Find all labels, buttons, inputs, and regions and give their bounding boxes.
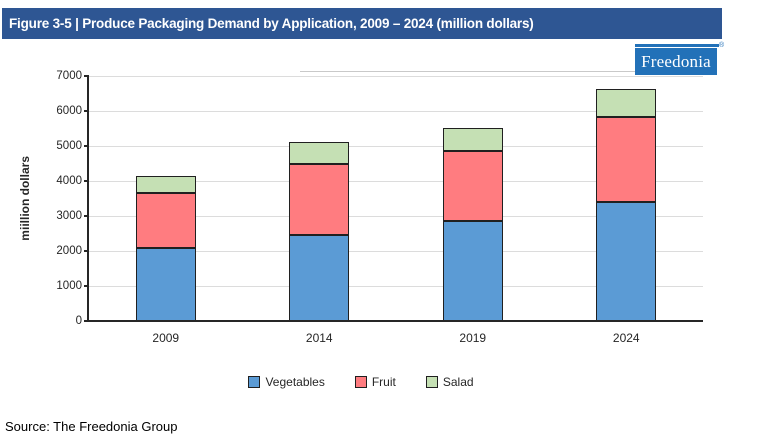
bar-segment-salad-2014	[289, 141, 350, 165]
gridline-4000	[89, 180, 703, 182]
bar-segment-vegetables-2009	[135, 247, 196, 321]
bar-segment-vegetables-2024	[596, 201, 657, 321]
y-tick-label-4000: 4000	[56, 174, 82, 187]
legend-item-vegetables: Vegetables	[248, 375, 325, 389]
bar-segment-fruit-2019	[442, 150, 503, 221]
gridline-5000	[89, 145, 703, 147]
gridline-3000	[89, 215, 703, 217]
logo-underline-rule	[300, 71, 636, 72]
logo-top-rule	[635, 44, 719, 47]
legend-item-fruit: Fruit	[354, 375, 396, 389]
registered-trademark-symbol: ®	[719, 42, 725, 49]
gridline-6000	[89, 110, 703, 112]
y-axis-title: miillion dollars	[14, 76, 36, 321]
y-tick-label-3000: 3000	[56, 209, 82, 222]
y-tick-label-2000: 2000	[56, 244, 82, 257]
bar-segment-salad-2024	[596, 89, 657, 117]
gridline-7000	[89, 75, 703, 77]
bar-segment-vegetables-2014	[289, 234, 350, 321]
source-text: Source: The Freedonia Group	[5, 419, 178, 434]
y-axis-title-text: miillion dollars	[18, 156, 32, 241]
bar-segment-salad-2009	[135, 175, 196, 194]
x-category-label-2014: 2014	[305, 331, 333, 345]
bar-segment-fruit-2024	[596, 116, 657, 202]
gridline-1000	[89, 285, 703, 287]
legend-swatch-vegetables	[248, 376, 261, 388]
legend-label-salad: Salad	[442, 375, 474, 389]
stacked-bar-2019	[442, 128, 503, 321]
bar-segment-vegetables-2019	[442, 220, 503, 321]
legend-label-fruit: Fruit	[371, 375, 396, 389]
y-tick-mark-4000	[84, 180, 88, 182]
freedonia-logo: Freedonia	[635, 48, 717, 75]
y-tick-mark-2000	[84, 250, 88, 252]
legend-swatch-salad	[425, 376, 438, 388]
y-tick-mark-7000	[84, 75, 88, 77]
y-tick-mark-0	[84, 320, 88, 322]
y-tick-mark-1000	[84, 285, 88, 287]
legend-label-vegetables: Vegetables	[265, 375, 325, 389]
y-tick-mark-5000	[84, 145, 88, 147]
bar-segment-salad-2019	[442, 128, 503, 151]
legend-swatch-fruit	[354, 376, 367, 388]
y-axis-line	[87, 75, 89, 322]
x-axis-line	[85, 320, 703, 322]
y-tick-label-1000: 1000	[56, 279, 82, 292]
x-category-label-2019: 2019	[459, 331, 487, 345]
stacked-bar-2014	[289, 141, 350, 321]
stacked-bar-2009	[135, 175, 196, 321]
y-tick-label-0: 0	[75, 314, 82, 327]
legend-item-salad: Salad	[425, 375, 474, 389]
y-tick-label-7000: 7000	[56, 69, 82, 82]
plot-area	[89, 75, 703, 321]
chart-legend: Vegetables Fruit Salad	[0, 375, 722, 389]
bar-segment-fruit-2014	[289, 164, 350, 235]
x-category-label-2009: 2009	[152, 331, 180, 345]
y-tick-mark-6000	[84, 110, 88, 112]
y-tick-mark-3000	[84, 215, 88, 217]
y-tick-label-6000: 6000	[56, 104, 82, 117]
stacked-bar-2024	[596, 89, 657, 321]
bar-segment-fruit-2009	[135, 193, 196, 248]
y-tick-label-5000: 5000	[56, 139, 82, 152]
x-category-label-2024: 2024	[612, 331, 640, 345]
figure-title-bar: Figure 3-5 | Produce Packaging Demand by…	[2, 8, 722, 39]
gridline-2000	[89, 250, 703, 252]
